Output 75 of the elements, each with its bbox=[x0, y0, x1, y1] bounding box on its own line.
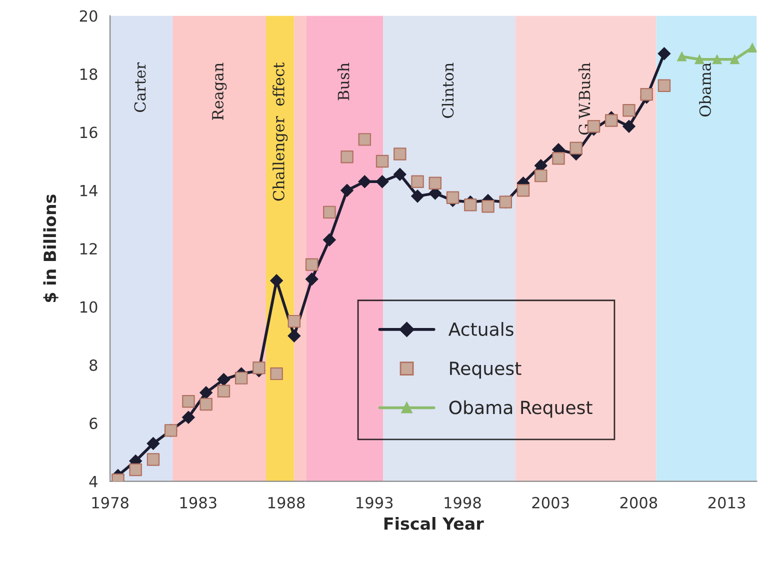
y-tick-label: 4 bbox=[89, 476, 98, 488]
point bbox=[464, 198, 477, 212]
point bbox=[200, 398, 212, 411]
band-label: Clinton bbox=[442, 62, 454, 118]
point bbox=[622, 104, 636, 117]
point bbox=[411, 175, 424, 188]
point bbox=[146, 453, 160, 466]
point bbox=[323, 206, 336, 219]
point bbox=[748, 43, 757, 52]
point bbox=[182, 410, 195, 424]
point bbox=[394, 148, 406, 160]
point bbox=[411, 190, 424, 203]
band-label: Reagan bbox=[212, 62, 227, 120]
point bbox=[217, 373, 230, 386]
point bbox=[234, 372, 248, 384]
point bbox=[182, 394, 195, 408]
y-tick-label: 8 bbox=[90, 359, 98, 371]
point bbox=[658, 47, 671, 60]
band-label: Bush bbox=[337, 62, 350, 100]
point bbox=[200, 386, 212, 400]
point bbox=[622, 120, 636, 133]
band-label: Obama bbox=[699, 62, 711, 116]
point bbox=[340, 184, 354, 197]
y-tick-label: 14 bbox=[80, 185, 98, 196]
band-label: Challenger effect bbox=[272, 62, 288, 201]
point bbox=[428, 176, 442, 190]
point bbox=[358, 133, 372, 146]
point bbox=[340, 150, 354, 164]
point bbox=[252, 362, 266, 374]
point bbox=[305, 258, 318, 271]
x-tick-label: 2013 bbox=[708, 496, 745, 508]
point bbox=[677, 52, 687, 62]
point bbox=[217, 384, 230, 398]
point bbox=[552, 152, 565, 165]
point bbox=[129, 463, 142, 476]
point bbox=[516, 184, 530, 197]
point bbox=[288, 314, 301, 328]
x-tick-label: 1993 bbox=[356, 496, 393, 508]
y-tick-label: 20 bbox=[80, 10, 98, 22]
point bbox=[376, 175, 389, 188]
point bbox=[712, 54, 722, 64]
point bbox=[446, 191, 460, 204]
x-tick-label: 2003 bbox=[532, 496, 569, 508]
legend-label: Obama Request bbox=[449, 400, 592, 418]
point bbox=[658, 79, 671, 92]
point bbox=[305, 272, 318, 286]
point bbox=[640, 88, 653, 101]
x-tick-label: 1978 bbox=[92, 496, 128, 508]
y-axis-title: $ in Billions bbox=[43, 194, 58, 302]
point bbox=[482, 200, 494, 213]
y-tick-label: 18 bbox=[80, 68, 98, 80]
point bbox=[270, 274, 283, 287]
x-tick-label: 1983 bbox=[180, 496, 216, 508]
y-tick-label: 12 bbox=[80, 243, 97, 254]
x-axis-title: Fiscal Year bbox=[384, 516, 484, 530]
point bbox=[570, 142, 582, 155]
point bbox=[146, 437, 160, 450]
x-tick-label: 1998 bbox=[444, 496, 481, 508]
y-tick-label: 16 bbox=[80, 126, 98, 138]
point bbox=[393, 168, 406, 181]
x-tick-label: 2008 bbox=[620, 496, 658, 508]
point bbox=[323, 233, 336, 246]
legend-label: Request bbox=[450, 362, 522, 379]
point bbox=[376, 154, 389, 168]
x-tick-label: 1988 bbox=[268, 496, 305, 508]
legend-label: Actuals bbox=[448, 322, 514, 336]
point bbox=[730, 54, 740, 64]
y-tick-label: 10 bbox=[80, 301, 98, 313]
band-label: Carter bbox=[134, 62, 146, 112]
point bbox=[358, 175, 372, 188]
point bbox=[270, 367, 283, 380]
point bbox=[288, 329, 301, 342]
point bbox=[604, 114, 618, 127]
y-tick-label: 6 bbox=[90, 418, 98, 430]
point bbox=[534, 169, 548, 182]
